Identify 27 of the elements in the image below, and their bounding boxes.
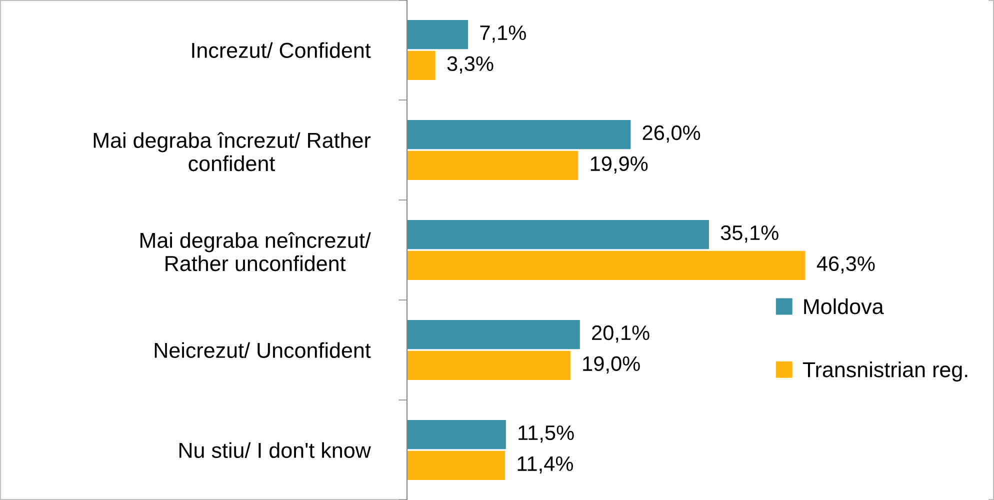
data-label: 7,1% [480,25,526,43]
y-tick-label: Increzut/ Confident [192,42,371,58]
data-label: 19,9% [590,156,648,174]
data-label: 26,0% [642,125,700,143]
data-label: 3,3% [447,56,494,74]
bar [407,420,506,450]
data-label: 35,1% [720,225,778,243]
bar [407,120,631,150]
data-label: 11,4% [518,456,573,474]
legend-label: Moldova [804,298,884,314]
data-label: 19,0% [583,356,640,374]
bar [407,220,709,250]
bar [407,320,580,350]
y-tick-label: Neicrezut/ Unconfident [154,342,371,358]
legend-label: Transnistrian reg. [802,362,968,382]
bar [407,450,506,480]
y-tick-label: Nu stiu/ I don't know [179,442,371,458]
data-label: 20,1% [592,325,650,343]
data-label: 11,5% [518,425,574,443]
bar [407,50,436,80]
bar [407,150,578,180]
bar [407,350,570,380]
y-tick-label: Mai degraba încrezut/ Rather confident [94,132,371,172]
data-label: 46,3% [816,256,875,274]
bar [407,20,468,50]
bar [407,250,806,280]
y-tick-label: Mai degraba neîncrezut/ Rather unconfident [140,232,371,272]
